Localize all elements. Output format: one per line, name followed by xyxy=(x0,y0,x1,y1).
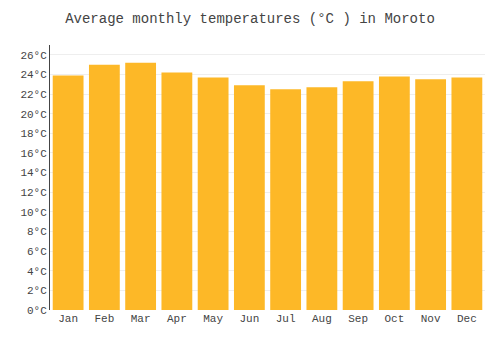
svg-text:4°C: 4°C xyxy=(27,266,47,278)
svg-text:8°C: 8°C xyxy=(27,226,47,238)
svg-text:May: May xyxy=(203,313,223,325)
svg-text:26°C: 26°C xyxy=(20,50,47,62)
svg-text:24°C: 24°C xyxy=(20,69,47,81)
svg-text:14°C: 14°C xyxy=(20,167,47,179)
svg-text:16°C: 16°C xyxy=(20,148,47,160)
svg-text:Apr: Apr xyxy=(167,313,187,325)
svg-text:Average monthly temperatures (: Average monthly temperatures (°C ) in Mo… xyxy=(65,11,435,27)
svg-text:12°C: 12°C xyxy=(20,187,47,199)
svg-text:22°C: 22°C xyxy=(20,89,47,101)
svg-text:Aug: Aug xyxy=(312,313,332,325)
svg-text:0°C: 0°C xyxy=(27,305,47,317)
svg-text:Oct: Oct xyxy=(384,313,404,325)
svg-text:Dec: Dec xyxy=(457,313,477,325)
svg-text:10°C: 10°C xyxy=(20,207,47,219)
svg-text:Jan: Jan xyxy=(58,313,78,325)
svg-text:18°C: 18°C xyxy=(20,128,47,140)
svg-text:Nov: Nov xyxy=(421,313,441,325)
svg-text:6°C: 6°C xyxy=(27,246,47,258)
svg-text:20°C: 20°C xyxy=(20,109,47,121)
svg-text:Feb: Feb xyxy=(94,313,114,325)
svg-text:Jun: Jun xyxy=(239,313,259,325)
svg-text:Mar: Mar xyxy=(131,313,151,325)
svg-text:Jul: Jul xyxy=(276,313,296,325)
svg-text:2°C: 2°C xyxy=(27,285,47,297)
svg-text:Sep: Sep xyxy=(348,313,368,325)
